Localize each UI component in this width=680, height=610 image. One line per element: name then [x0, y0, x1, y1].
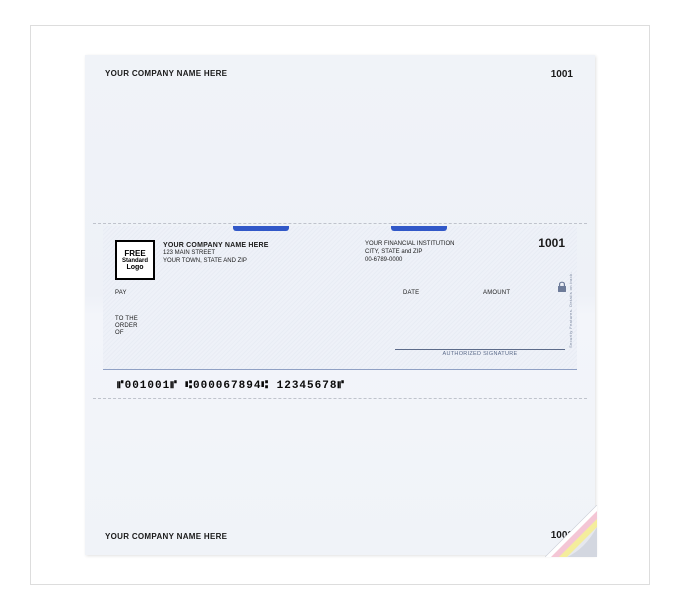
logo-line1: FREE: [124, 250, 145, 258]
padlock-icon: [557, 280, 567, 292]
check-panel: FREE Standard Logo YOUR COMPANY NAME HER…: [85, 224, 595, 398]
security-side-text: Security Features. Details on back.: [568, 272, 573, 348]
security-tab-left: [233, 226, 289, 231]
check-number: 1001: [538, 236, 565, 250]
order-text: ORDER: [115, 323, 138, 329]
product-card: YOUR COMPANY NAME HERE 1001 FREE Standar…: [30, 25, 650, 585]
pay-label: PAY: [115, 290, 127, 296]
order-of-label: TO THE ORDER OF: [115, 316, 138, 338]
financial-institution-block: YOUR FINANCIAL INSTITUTION CITY, STATE a…: [365, 241, 454, 264]
amount-label: AMOUNT: [483, 290, 510, 296]
micr-line: ⑈001001⑈ ⑆000067894⑆ 12345678⑈: [117, 380, 345, 392]
of-text: OF: [115, 330, 124, 336]
fi-name: YOUR FINANCIAL INSTITUTION: [365, 241, 454, 249]
stub-top-number: 1001: [551, 69, 573, 80]
fi-citystatezip: CITY, STATE and ZIP: [365, 249, 454, 257]
to-the-text: TO THE: [115, 316, 138, 322]
logo-placeholder: FREE Standard Logo: [115, 240, 155, 280]
check-body: FREE Standard Logo YOUR COMPANY NAME HER…: [103, 226, 577, 370]
company-name: YOUR COMPANY NAME HERE: [163, 241, 269, 250]
security-tab-right: [391, 226, 447, 231]
logo-line3: Logo: [126, 264, 143, 271]
company-street: 123 MAIN STREET: [163, 250, 269, 258]
stub-bottom-company: YOUR COMPANY NAME HERE: [105, 532, 227, 541]
authorized-signature-label: AUTHORIZED SIGNATURE: [443, 351, 518, 357]
fi-routing: 00-6789-0000: [365, 257, 454, 265]
company-address-block: YOUR COMPANY NAME HERE 123 MAIN STREET Y…: [163, 241, 269, 266]
signature-line: AUTHORIZED SIGNATURE: [395, 349, 565, 357]
stub-top: YOUR COMPANY NAME HERE 1001: [85, 55, 595, 223]
check-document: YOUR COMPANY NAME HERE 1001 FREE Standar…: [85, 55, 595, 555]
stub-top-company: YOUR COMPANY NAME HERE: [105, 69, 575, 78]
stub-bottom: YOUR COMPANY NAME HERE 1001: [85, 399, 595, 555]
date-label: DATE: [403, 290, 419, 296]
company-citystatezip: YOUR TOWN, STATE AND ZIP: [163, 258, 269, 266]
stub-bottom-number: 1001: [551, 530, 573, 541]
